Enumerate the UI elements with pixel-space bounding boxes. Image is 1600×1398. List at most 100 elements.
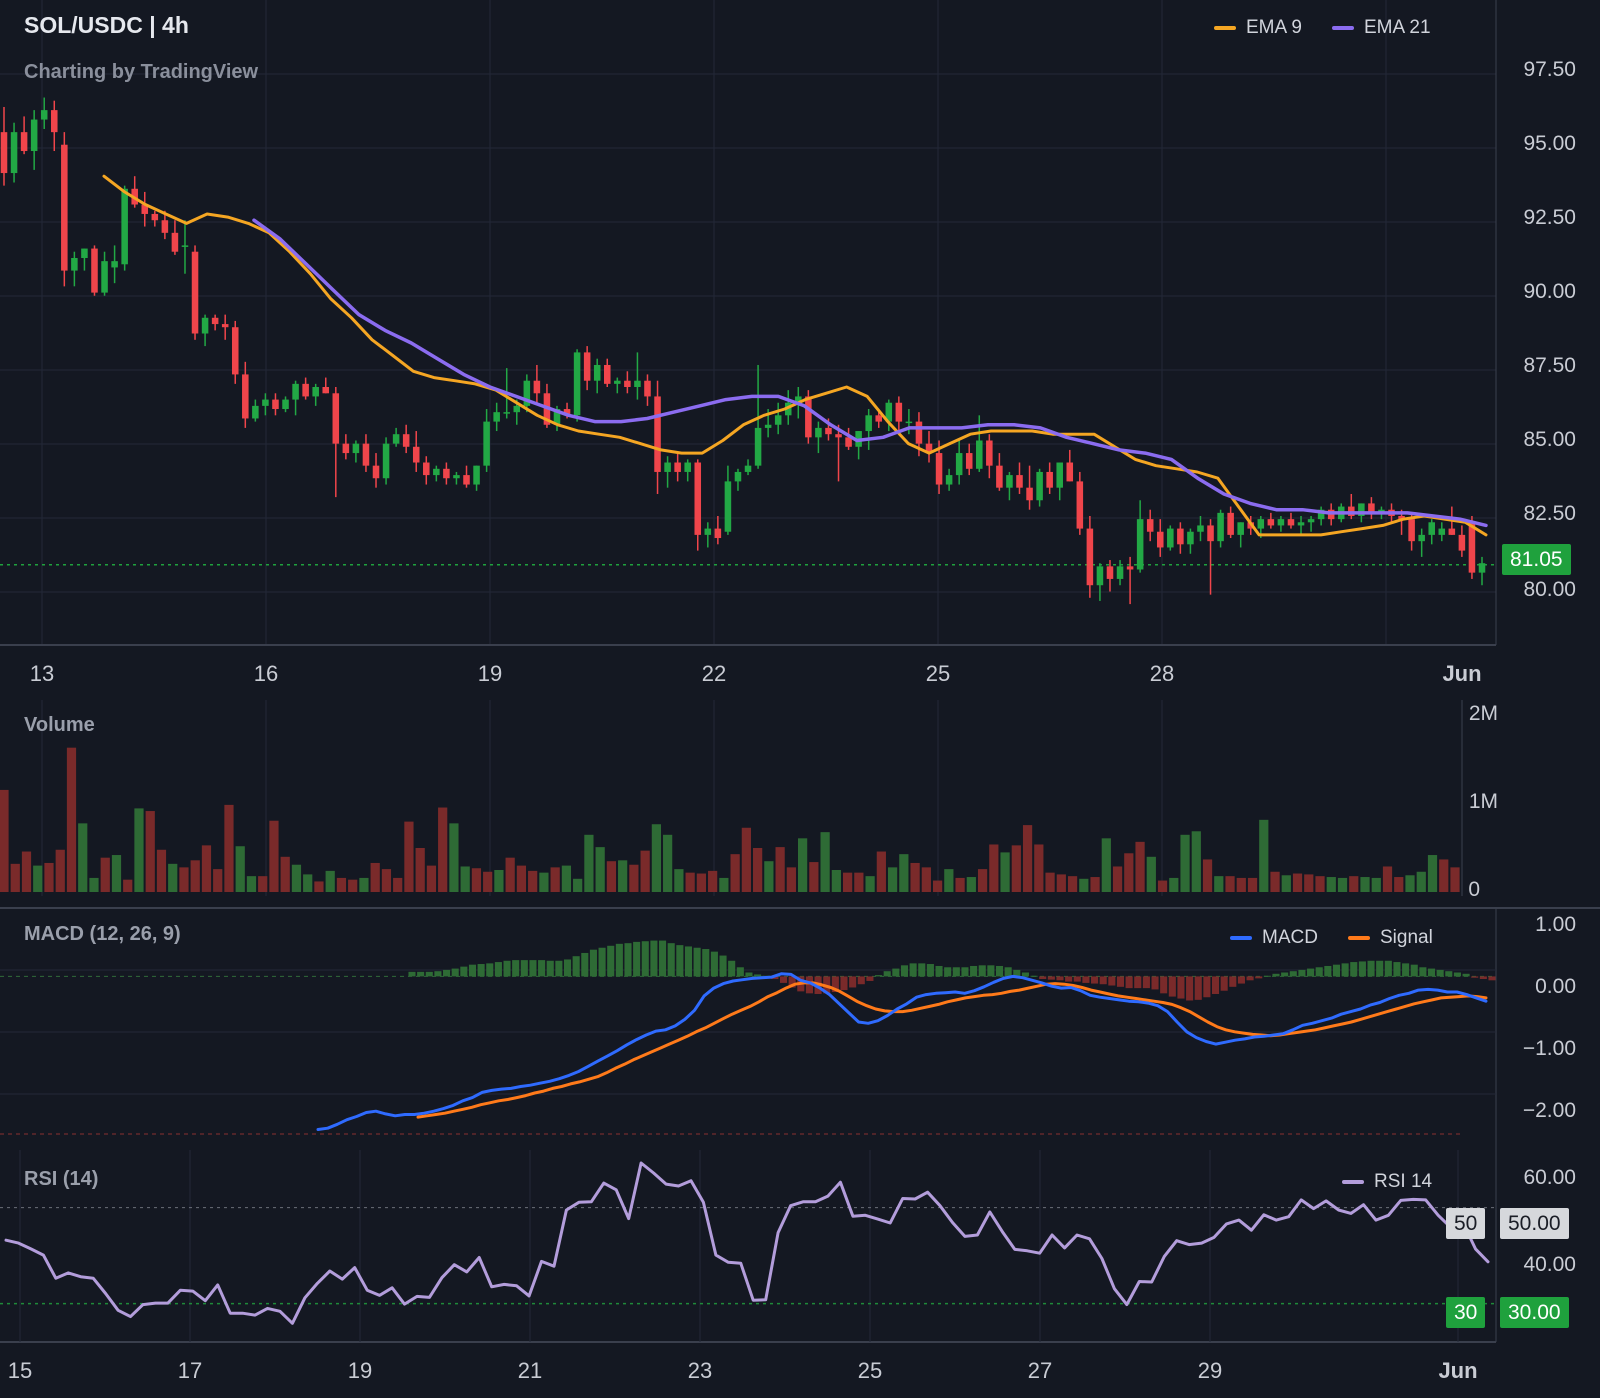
candle-body [644,380,651,397]
candle-body [875,415,883,422]
macd-histogram-bar [1220,976,1228,991]
candle-body [1277,519,1285,526]
candle-body [774,415,782,425]
candle-body [1116,566,1124,579]
macd-histogram-bar [650,940,658,977]
candle-body [945,475,953,485]
volume-bar [291,864,302,892]
macd-histogram-bar [417,971,425,977]
volume-bar [1045,872,1055,892]
macd-histogram-bar [1324,965,1332,977]
volume-bar [303,874,313,892]
candle-body [1468,522,1476,573]
volume-bar [516,865,527,892]
last-price-tag: 81.05 [1502,544,1571,575]
candle-body [1046,471,1053,488]
ema9-label: EMA 9 [1246,17,1302,38]
macd-histogram-bar [719,955,727,977]
volume-bar [1180,834,1190,892]
macd-histogram-bar [693,947,701,977]
candle-body [1177,528,1184,545]
macd-histogram-bar [1307,968,1315,977]
macd-histogram-bar [1211,976,1220,994]
candle-body [1418,534,1425,542]
macd-histogram-bar [788,976,796,988]
macd-histogram-bar [1410,964,1418,977]
volume-bar [1371,877,1381,892]
candle-body [905,421,913,424]
macd-histogram-bar [1488,976,1496,981]
candle-body [825,427,832,435]
candle-body [312,387,319,397]
macd-histogram-bar [745,972,753,977]
candle-body [795,396,802,403]
volume-bar [865,876,875,892]
volume-bar [1394,877,1404,892]
macd-tick: −2.00 [1522,1099,1576,1122]
volume-bar [651,824,661,892]
date-tick: 21 [517,1358,543,1383]
macd-histogram-bar [520,960,528,977]
candle-body [1237,522,1244,535]
candle-body [443,468,450,479]
macd-histogram-bar [961,967,969,977]
macd-histogram-bar [1367,960,1375,977]
volume-tick: 1M [1468,790,1498,813]
candle-body [744,465,752,472]
candle-body [1287,519,1295,526]
candle-body [593,364,601,381]
candle-body [91,248,98,293]
candle-body [1227,512,1234,535]
volume-bar [1236,877,1246,892]
volume-bar [66,747,77,892]
macd-histogram-bar [512,960,520,977]
macd-histogram-bar [1030,975,1038,977]
macd-histogram-bar [1272,973,1280,977]
candle-body [463,475,470,485]
date-tick: 19 [477,661,503,686]
candle-body [282,399,289,410]
legend-ema9: EMA 9 [1214,17,1302,39]
volume-bar [44,862,54,892]
candle-body [503,412,510,414]
macd-histogram-bar [434,971,442,977]
legend-signal: Signal [1348,927,1433,949]
volume-tick: 0 [1468,878,1480,901]
candle-body [513,405,521,413]
macd-histogram-bar [926,964,934,977]
volume-bar [831,870,841,892]
macd-histogram-bar [538,960,546,977]
candle-body [423,462,430,476]
volume-bar [1304,874,1314,892]
candle-body [1458,534,1466,551]
candle-body [1126,566,1134,570]
volume-bar [381,869,392,892]
macd-histogram-bar [1298,969,1306,977]
legend-rsi: RSI 14 [1342,1171,1432,1193]
rsi-tick: 60.00 [1523,1166,1576,1189]
candle-body [342,443,350,454]
candle-body [493,412,500,422]
volume-bar [910,862,920,892]
candle-body [1408,519,1415,542]
candle-body [1207,525,1214,542]
volume-bar [10,863,20,892]
candle-body [1267,519,1275,526]
macd-histogram-bar [875,975,883,977]
date-tick: 15 [7,1358,33,1383]
macd-histogram-bar [563,959,572,977]
macd-histogram-bar [892,968,900,977]
volume-bar [123,879,133,892]
volume-bar [156,849,167,892]
volume-bar [674,869,684,892]
volume-bar [1011,845,1021,892]
macd-histogram-bar [1125,976,1133,989]
macd-histogram-bar [1358,961,1366,977]
macd-histogram-bar [624,943,632,977]
macd-histogram-bar [1281,972,1289,977]
macd-histogram-bar [667,943,675,977]
macd-histogram-bar [1350,962,1358,977]
macd-histogram-bar [676,945,684,977]
volume-bar [989,844,999,892]
